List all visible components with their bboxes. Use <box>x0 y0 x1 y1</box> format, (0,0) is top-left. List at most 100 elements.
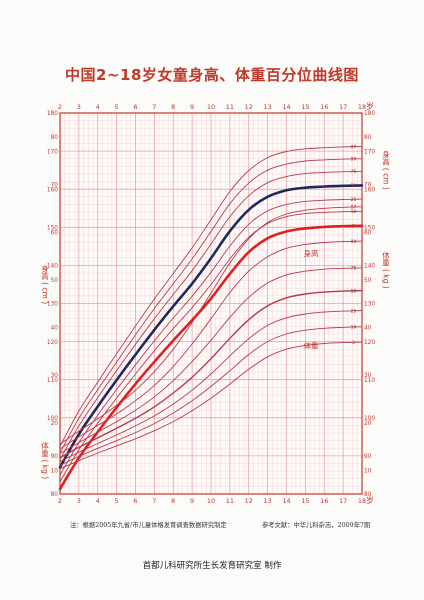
age-tick-label-bottom: 15 <box>301 497 309 505</box>
weight-tick-label-right: 50 <box>364 278 372 284</box>
age-tick-label-top: 17 <box>339 103 347 111</box>
height-tick-label-right: 140 <box>364 264 375 270</box>
height-curve-p75 <box>59 170 363 461</box>
age-tick-label-bottom: 11 <box>226 497 234 505</box>
height-tick-label-right: 150 <box>364 226 375 232</box>
age-tick-label-bottom: 9 <box>190 497 194 505</box>
weight-percentile-label-p75: 75 <box>351 266 357 272</box>
age-tick-label-bottom: 2 <box>58 497 62 505</box>
age-tick-label-top: 9 <box>190 103 194 111</box>
age-tick-label-bottom: 7 <box>152 497 156 505</box>
height-tick-label-right: 90 <box>364 454 372 460</box>
height-axis-title-right: 身高 ( cm ) <box>381 149 390 190</box>
age-tick-label-bottom: 17 <box>339 497 347 505</box>
reference-note: 参考文献：中华儿科杂志，2009年7期 <box>262 522 371 529</box>
weight-tick-label-right: 10 <box>364 468 372 474</box>
age-tick-label-bottom: 8 <box>171 497 175 505</box>
height-tick-label-left: 90 <box>51 454 59 460</box>
age-tick-label-top: 3 <box>77 103 81 111</box>
weight-curve-p3 <box>59 341 363 470</box>
age-tick-label-bottom: 13 <box>263 497 271 505</box>
credit-line: 首都儿科研究所生长发育研究室 制作 <box>142 561 282 571</box>
weight-tick-label-right: 30 <box>364 373 372 379</box>
height-tick-label-right: 120 <box>364 340 375 346</box>
age-tick-label-bottom: 3 <box>77 497 81 505</box>
weight-tick-label-left: 80 <box>51 135 59 141</box>
height-percentile-label-p90: 90 <box>351 157 357 163</box>
height-tick-label-right: 100 <box>364 416 375 422</box>
age-tick-label-top: 18 <box>358 103 366 111</box>
weight-curve-p25 <box>59 310 363 463</box>
weight-tick-label-right: 60 <box>364 230 372 236</box>
weight-tick-label-left: 60 <box>51 230 59 236</box>
age-unit-top: 岁 <box>366 101 374 111</box>
age-tick-label-top: 13 <box>263 103 271 111</box>
height-tick-label-right: 130 <box>364 302 375 308</box>
age-tick-label-bottom: 4 <box>96 497 100 505</box>
height-percentile-label-p50: 50 <box>351 183 357 189</box>
height-tick-label-right: 170 <box>364 149 375 155</box>
age-tick-label-top: 6 <box>133 103 137 111</box>
height-tick-label-left: 180 <box>47 111 58 117</box>
height-tick-label-right: 110 <box>364 378 375 384</box>
height-tick-label-left: 100 <box>47 416 58 422</box>
height-tick-label-right: 80 <box>364 492 372 498</box>
age-tick-label-top: 14 <box>282 103 290 111</box>
weight-curve-p90 <box>59 240 363 450</box>
age-tick-label-top: 12 <box>245 103 253 111</box>
age-tick-label-bottom: 10 <box>207 497 215 505</box>
height-tick-label-left: 110 <box>47 378 58 384</box>
age-tick-label-top: 11 <box>226 103 234 111</box>
chart-title: 中国2~18岁女童身高、体重百分位曲线图 <box>65 66 359 84</box>
weight-tick-label-left: 30 <box>51 373 59 379</box>
age-tick-label-top: 8 <box>171 103 175 111</box>
height-curve-p3 <box>58 224 364 491</box>
age-tick-label-top: 10 <box>207 103 215 111</box>
height-percentile-label-p25: 25 <box>351 197 357 203</box>
weight-axis-title-left: 体重 ( kg ) <box>40 441 49 480</box>
height-tick-label-right: 180 <box>364 111 375 117</box>
weight-curve-label: 体重 <box>304 341 319 351</box>
age-tick-label-top: 4 <box>96 103 100 111</box>
height-tick-label-left: 140 <box>47 264 58 270</box>
height-curve-p90 <box>59 158 363 454</box>
weight-percentile-label-p25: 25 <box>351 308 357 314</box>
weight-tick-label-right: 70 <box>364 183 372 189</box>
weight-curve-p75 <box>59 267 363 454</box>
height-percentile-label-p10: 10 <box>351 209 357 215</box>
height-percentile-label-p3: 3 <box>352 224 355 230</box>
height-tick-label-left: 130 <box>47 302 58 308</box>
weight-percentile-label-p10: 10 <box>351 325 357 331</box>
weight-tick-label-left: 40 <box>51 326 59 332</box>
age-tick-label-top: 7 <box>152 103 156 111</box>
height-tick-label-left: 170 <box>47 149 58 155</box>
weight-percentile-label-p3: 3 <box>352 340 355 346</box>
weight-percentile-label-p90: 90 <box>351 239 357 245</box>
height-curve-p10 <box>59 210 363 483</box>
weight-curve-p97 <box>59 206 363 445</box>
height-tick-label-left: 80 <box>51 492 59 498</box>
plot-frame <box>59 112 363 495</box>
height-tick-label-left: 150 <box>47 226 58 232</box>
height-curve-label: 身高 <box>304 248 319 258</box>
age-tick-label-bottom: 6 <box>133 497 137 505</box>
weight-axis-title-right: 体重 ( kg ) <box>381 250 390 289</box>
age-tick-label-bottom: 12 <box>245 497 253 505</box>
age-tick-label-bottom: 16 <box>320 497 328 505</box>
weight-tick-label-left: 20 <box>51 421 59 427</box>
height-percentile-label-p75: 75 <box>351 169 357 175</box>
weight-curve-p10 <box>59 326 363 466</box>
weight-tick-label-left: 10 <box>51 468 59 474</box>
weight-tick-label-right: 40 <box>364 326 372 332</box>
height-curve-p97 <box>59 146 363 447</box>
height-axis-title-left: 身高 ( cm ) <box>40 263 49 304</box>
age-tick-label-bottom: 18 <box>358 497 366 505</box>
weight-tick-label-left: 70 <box>51 183 59 189</box>
weight-percentile-label-p97: 97 <box>351 205 357 211</box>
height-curve-p50 <box>58 184 364 469</box>
weight-tick-label-right: 80 <box>364 135 372 141</box>
weight-percentile-label-p50: 50 <box>351 288 357 294</box>
age-tick-label-top: 15 <box>301 103 309 111</box>
